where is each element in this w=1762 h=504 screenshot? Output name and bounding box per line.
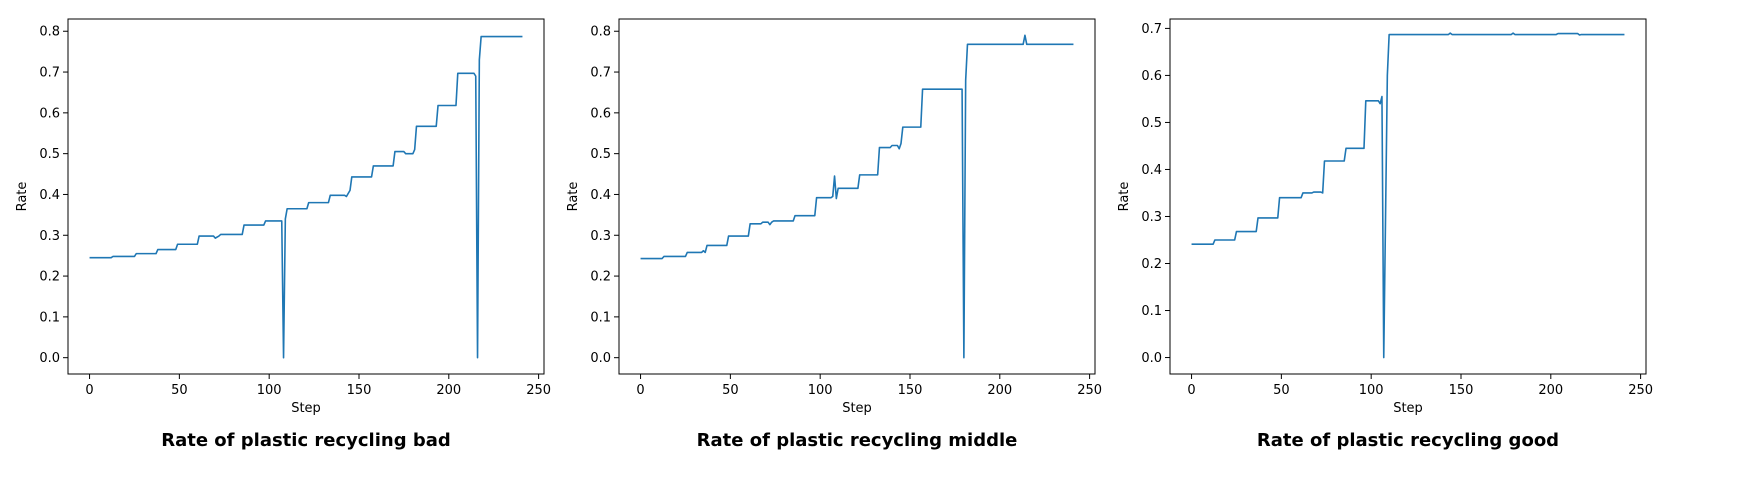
chart-panel: 0 50 100 150 200 250 0.0 0.1 0.2 0.3 0.4 0.5 0.6 0.7 0… (566, 18, 1102, 451)
y-tick-label: 0.2 (39, 270, 60, 285)
chart-title: Rate of plastic recycling middle (697, 430, 1018, 451)
x-tick-label: 0 (1187, 383, 1195, 398)
x-tick-label: 50 (722, 383, 739, 398)
x-tick-label: 100 (808, 383, 833, 398)
x-tick-label: 100 (257, 383, 282, 398)
x-tick-label: 100 (1359, 383, 1384, 398)
series-line (640, 34, 1074, 359)
y-tick-label: 0.7 (1141, 22, 1162, 37)
x-axis-label: Step (291, 401, 321, 416)
y-tick-label: 0.1 (39, 310, 60, 325)
y-tick-label: 0.1 (590, 310, 611, 325)
y-tick-label: 0.0 (39, 351, 60, 366)
y-tick-label: 0.6 (39, 106, 60, 121)
plot-frame (1169, 18, 1647, 375)
x-tick-label: 150 (898, 383, 923, 398)
x-tick-label: 250 (1628, 383, 1653, 398)
y-tick-label: 0.6 (590, 106, 611, 121)
y-tick-label: 0.8 (39, 25, 60, 40)
chart-panel: 0 50 100 150 200 250 0.0 0.1 0.2 0.3 0.4 0.5 0.6 0.7 0… (15, 18, 551, 451)
y-tick-label: 0.6 (1141, 69, 1162, 84)
chart-panel: 0 50 100 150 200 250 0.0 0.1 0.2 0.3 0.4 0.5 0.6 0.7 S… (1117, 18, 1653, 451)
x-tick-label: 0 (85, 383, 93, 398)
x-axis-label: Step (1393, 401, 1423, 416)
y-axis-label: Rate (1117, 182, 1132, 212)
x-axis-label: Step (842, 401, 872, 416)
y-tick-label: 0.5 (590, 147, 611, 162)
chart-title: Rate of plastic recycling bad (161, 430, 451, 451)
y-tick-label: 0.4 (1141, 163, 1162, 178)
y-tick-label: 0.5 (1141, 116, 1162, 131)
x-tick-label: 50 (171, 383, 188, 398)
y-tick-label: 0.3 (590, 229, 611, 244)
y-tick-label: 0.3 (1141, 210, 1162, 225)
plot-frame (67, 18, 545, 375)
series-line (89, 35, 523, 359)
y-tick-label: 0.4 (39, 188, 60, 203)
x-tick-label: 50 (1273, 383, 1290, 398)
y-tick-label: 0.5 (39, 147, 60, 162)
y-tick-label: 0.0 (590, 351, 611, 366)
x-tick-label: 0 (636, 383, 644, 398)
y-tick-label: 0.3 (39, 229, 60, 244)
y-tick-label: 0.1 (1141, 304, 1162, 319)
x-tick-label: 150 (1449, 383, 1474, 398)
y-tick-label: 0.2 (590, 270, 611, 285)
chart-title: Rate of plastic recycling good (1257, 430, 1559, 451)
x-tick-label: 150 (347, 383, 372, 398)
x-tick-label: 200 (1538, 383, 1563, 398)
y-axis-label: Rate (15, 182, 30, 212)
x-tick-label: 250 (526, 383, 551, 398)
y-tick-label: 0.7 (39, 66, 60, 81)
x-tick-label: 250 (1077, 383, 1102, 398)
series-line (1191, 32, 1625, 359)
y-tick-label: 0.8 (590, 25, 611, 40)
y-tick-label: 0.7 (590, 66, 611, 81)
y-tick-label: 0.4 (590, 188, 611, 203)
x-tick-label: 200 (987, 383, 1012, 398)
x-tick-label: 200 (436, 383, 461, 398)
y-tick-label: 0.0 (1141, 351, 1162, 366)
plot-frame (618, 18, 1096, 375)
y-tick-label: 0.2 (1141, 257, 1162, 272)
y-axis-label: Rate (566, 182, 581, 212)
